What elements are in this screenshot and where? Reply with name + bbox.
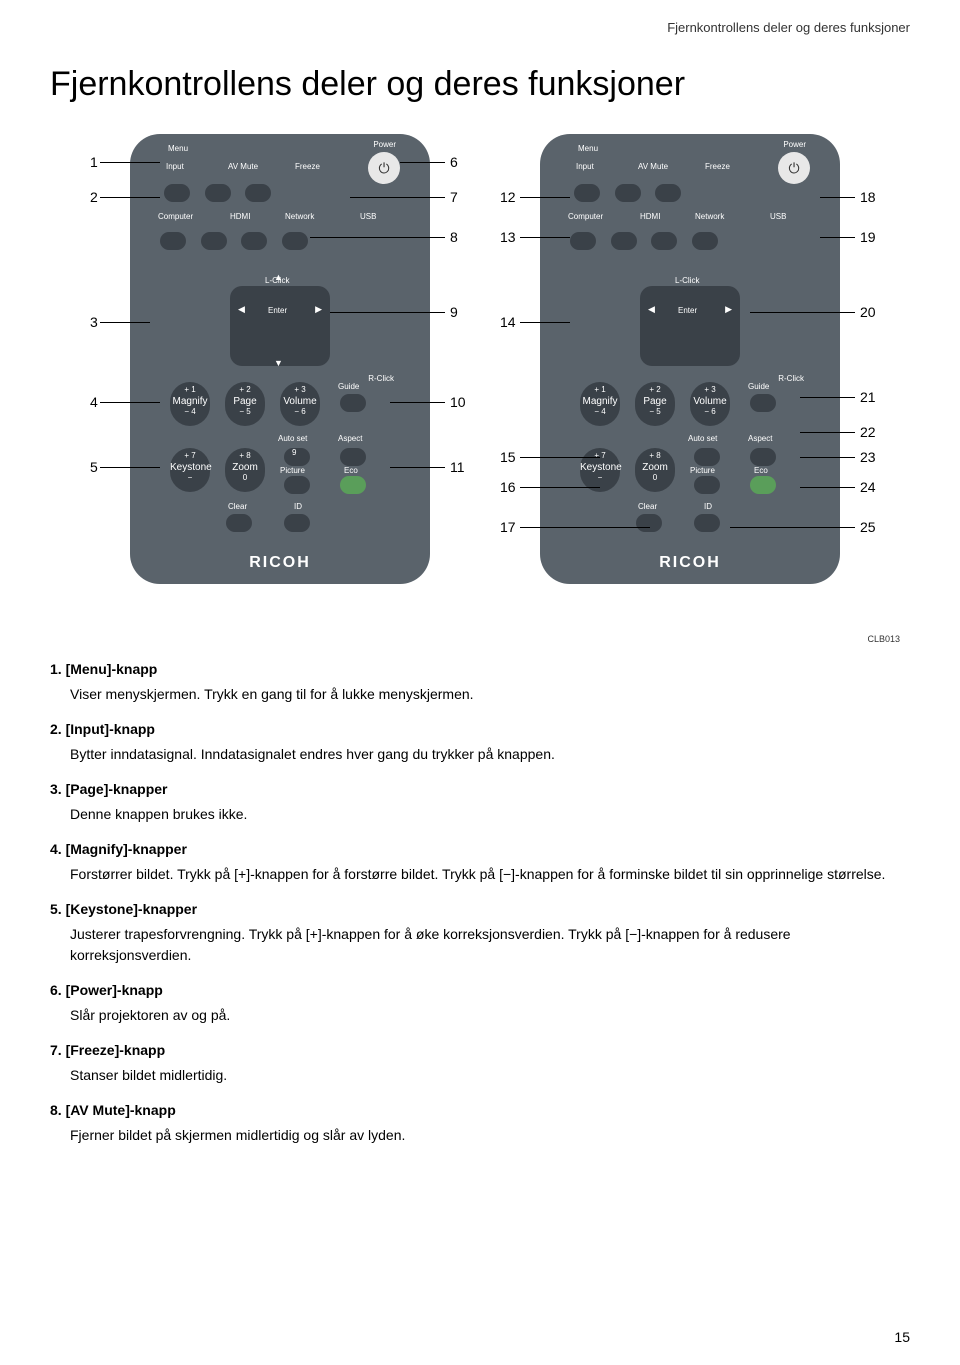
item-7-head: 7. [Freeze]-knapp: [50, 1040, 910, 1061]
label-avmute: AV Mute: [228, 162, 258, 171]
id-button[interactable]: [284, 514, 310, 532]
label-freeze: Freeze: [295, 162, 320, 171]
description-list: 1. [Menu]-knapp Viser menyskjermen. Tryk…: [50, 659, 910, 1146]
callout-5: 5: [90, 459, 98, 475]
callout-24: 24: [860, 479, 876, 495]
dpad[interactable]: Enter ◀ ▶ ▲ ▼: [230, 286, 330, 366]
item-5-head: 5. [Keystone]-knapper: [50, 899, 910, 920]
label-clear: Clear: [228, 502, 247, 511]
callout-14: 14: [500, 314, 516, 330]
item-8-body: Fjerner bildet på skjermen midlertidig o…: [70, 1125, 910, 1146]
key-9[interactable]: [284, 448, 310, 466]
callout-20: 20: [860, 304, 876, 320]
callout-22: 22: [860, 424, 876, 440]
item-2-body: Bytter inndatasignal. Inndatasignalet en…: [70, 744, 910, 765]
eco-button[interactable]: [340, 476, 366, 494]
label-9: 9: [292, 448, 296, 457]
guide-button[interactable]: [340, 394, 366, 412]
label-rclick: R-Click: [368, 374, 394, 383]
page-title: Fjernkontrollens deler og deres funksjon…: [50, 65, 910, 104]
item-1-head: 1. [Menu]-knapp: [50, 659, 910, 680]
label-menu: Menu: [168, 144, 188, 153]
dpad-r[interactable]: Enter ◀ ▶: [640, 286, 740, 366]
page-number: 15: [894, 1329, 910, 1345]
aspect-button[interactable]: [340, 448, 366, 466]
network-button[interactable]: [241, 232, 267, 250]
label-input: Input: [166, 162, 184, 171]
callout-17: 17: [500, 519, 516, 535]
callout-11: 11: [450, 459, 465, 475]
item-7-body: Stanser bildet midlertidig.: [70, 1065, 910, 1086]
callout-6: 6: [450, 154, 458, 170]
callout-21: 21: [860, 389, 876, 405]
brand-logo: RICOH: [130, 554, 430, 572]
clear-button[interactable]: [226, 514, 252, 532]
label-enter: Enter: [268, 306, 287, 315]
callout-2: 2: [90, 189, 98, 205]
arrow-down-icon: ▼: [274, 358, 283, 368]
callout-7: 7: [450, 189, 458, 205]
callout-12: 12: [500, 189, 516, 205]
arrow-left-icon: ◀: [238, 304, 245, 315]
label-autoset: Auto set: [278, 434, 307, 443]
callout-19: 19: [860, 229, 876, 245]
key-1[interactable]: + 1Magnify− 4: [170, 382, 210, 426]
picture-button[interactable]: [284, 476, 310, 494]
callout-15: 15: [500, 449, 516, 465]
callout-23: 23: [860, 449, 876, 465]
item-2-head: 2. [Input]-knapp: [50, 719, 910, 740]
callout-18: 18: [860, 189, 876, 205]
item-3-body: Denne knappen brukes ikke.: [70, 804, 910, 825]
callout-9: 9: [450, 304, 458, 320]
item-4-body: Forstørrer bildet. Trykk på [+]-knappen …: [70, 864, 910, 885]
callout-16: 16: [500, 479, 516, 495]
callout-3: 3: [90, 314, 98, 330]
arrow-right-icon: ▶: [315, 304, 322, 315]
label-hdmi: HDMI: [230, 212, 250, 221]
item-6-body: Slår projektoren av og på.: [70, 1005, 910, 1026]
item-3-head: 3. [Page]-knapper: [50, 779, 910, 800]
label-computer: Computer: [158, 212, 193, 221]
item-6-head: 6. [Power]-knapp: [50, 980, 910, 1001]
label-id: ID: [294, 502, 302, 511]
key-3[interactable]: + 3Volume− 6: [280, 382, 320, 426]
usb-button[interactable]: [282, 232, 308, 250]
callout-8: 8: [450, 229, 458, 245]
diagram-code: CLB013: [50, 634, 910, 644]
remote-left: Menu Power ⏻ Input AV Mute Freeze Comput…: [130, 134, 430, 584]
key-2[interactable]: + 2Page− 5: [225, 382, 265, 426]
item-5-body: Justerer trapesforvrengning. Trykk på [+…: [70, 924, 910, 966]
breadcrumb: Fjernkontrollens deler og deres funksjon…: [50, 20, 910, 35]
label-usb: USB: [360, 212, 376, 221]
power-button-r[interactable]: ⏻: [778, 152, 810, 184]
power-button[interactable]: ⏻: [368, 152, 400, 184]
key-7[interactable]: + 7Keystone−: [170, 448, 210, 492]
item-8-head: 8. [AV Mute]-knapp: [50, 1100, 910, 1121]
remote-right: Menu Power ⏻ Input AV Mute Freeze Comput…: [540, 134, 840, 584]
item-4-head: 4. [Magnify]-knapper: [50, 839, 910, 860]
label-eco: Eco: [344, 466, 358, 475]
item-1-body: Viser menyskjermen. Trykk en gang til fo…: [70, 684, 910, 705]
label-aspect: Aspect: [338, 434, 362, 443]
freeze-button[interactable]: [245, 184, 271, 202]
callout-10: 10: [450, 394, 466, 410]
arrow-up-icon: ▲: [274, 272, 283, 282]
key-8[interactable]: + 8Zoom0: [225, 448, 265, 492]
avmute-button[interactable]: [205, 184, 231, 202]
label-network: Network: [285, 212, 314, 221]
label-guide: Guide: [338, 382, 359, 391]
hdmi-button[interactable]: [201, 232, 227, 250]
computer-button[interactable]: [160, 232, 186, 250]
callout-1: 1: [90, 154, 98, 170]
remote-diagram: Menu Power ⏻ Input AV Mute Freeze Comput…: [50, 134, 910, 624]
callout-25: 25: [860, 519, 876, 535]
callout-13: 13: [500, 229, 516, 245]
callout-4: 4: [90, 394, 98, 410]
input-button[interactable]: [164, 184, 190, 202]
label-power: Power: [373, 140, 396, 149]
label-picture: Picture: [280, 466, 305, 475]
